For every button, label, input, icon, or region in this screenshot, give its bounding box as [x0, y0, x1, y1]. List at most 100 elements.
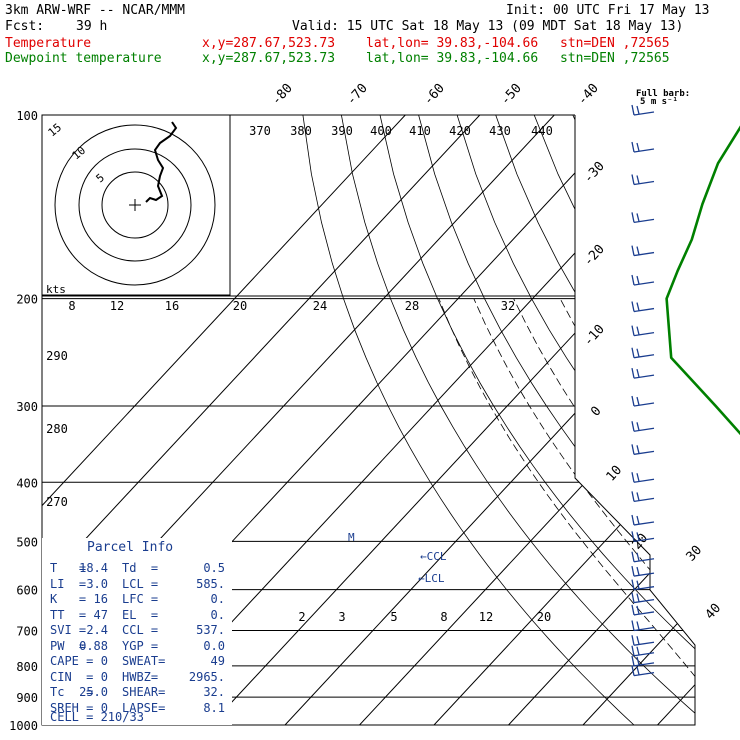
wind-barb-staff: [633, 662, 655, 667]
speed-scale-label: 8: [68, 299, 75, 313]
dewpoint-legend-xy: x,y=287.67,523.73: [202, 51, 336, 66]
isotherm-label: -60: [421, 81, 448, 108]
wind-barb: [631, 347, 655, 359]
wind-barb: [631, 579, 655, 591]
mixing-ratio-label: 3: [338, 610, 345, 624]
wind-barb-flag: [636, 492, 640, 501]
wind-barb-staff: [633, 598, 655, 604]
fcst-label: Fcst:: [5, 19, 45, 34]
wind-barb-staff: [633, 180, 655, 186]
hodograph: 5 10 15 kts: [41, 114, 231, 296]
isotherm-line: [582, 115, 695, 725]
wind-barb-staff: [633, 641, 655, 646]
parcel-key: SREH =: [50, 700, 94, 715]
dewpoint-legend-stn: stn=DEN ,72565: [560, 51, 670, 66]
parcel-cell: CELL = 210/33: [50, 710, 144, 724]
wind-barb: [631, 212, 655, 224]
mixing-ratio-label: 8: [440, 610, 447, 624]
wind-barb-flag: [631, 645, 635, 656]
isotherm-label: -50: [498, 81, 525, 108]
wind-barb-flag: [636, 422, 640, 431]
ccl-label: ←CCL: [420, 550, 447, 563]
parcel-key: SHEAR=: [122, 685, 166, 699]
wind-barb-flag: [631, 245, 635, 256]
m-marker: M: [348, 531, 355, 544]
hodograph-ring-5: [101, 171, 169, 239]
wind-barb-flag: [631, 551, 635, 562]
mixing-ratio-label: 20: [537, 610, 551, 624]
isotherm-label: 30: [684, 543, 706, 565]
wind-barb: [631, 395, 655, 407]
speed-scale-label: 24: [313, 299, 327, 313]
wind-barb-staff: [633, 332, 655, 337]
parcel-value: 0: [100, 654, 108, 668]
wind-barb-flag: [636, 445, 640, 454]
wind-barb-flag: [636, 473, 640, 482]
mixing-ratio-label: 2: [298, 610, 305, 624]
wind-barb: [631, 444, 655, 455]
wind-barb-flag: [636, 605, 640, 615]
parcel-value: 18.4: [79, 561, 108, 575]
wind-barb: [631, 551, 655, 563]
wind-barb-staff: [633, 354, 655, 359]
wind-barb-flag: [636, 246, 640, 255]
parcel-key: CAPE =: [50, 654, 94, 668]
theta-label: 380: [290, 124, 312, 138]
wind-barb-flag: [631, 655, 635, 667]
wind-barb: [631, 531, 655, 543]
wind-barb-flag: [631, 514, 635, 526]
parcel-value: 0.5: [203, 561, 225, 575]
pressure-label: 400: [16, 476, 38, 490]
dry-adiabat: [341, 115, 695, 725]
hodograph-ring-10: [78, 148, 192, 262]
wind-barb: [631, 592, 655, 604]
parcel-value: 25.0: [79, 685, 108, 699]
parcel-key: T =: [50, 561, 87, 575]
isotherm-label: -20: [581, 242, 608, 269]
wind-barb-staff: [633, 521, 655, 526]
lcl-label: ←LCL: [418, 572, 445, 585]
diagram-boundary: [41, 115, 696, 726]
pressure-label: 900: [16, 691, 38, 705]
wind-barb-flag: [636, 636, 640, 645]
wind-barb-staff: [633, 652, 655, 657]
wind-barb-flag: [631, 491, 635, 502]
temperature-legend-name: Temperature: [5, 36, 92, 51]
wind-barb-staff: [633, 586, 655, 591]
parcel-key: HWBZ=: [122, 669, 159, 684]
theta-label: 410: [409, 124, 431, 138]
theta-label: 400: [370, 124, 392, 138]
isotherm-label: -80: [269, 81, 296, 108]
init-time: Init: 00 UTC Fri 17 May 13: [506, 3, 710, 18]
wind-barb-flag: [636, 532, 640, 541]
theta-label: 420: [449, 124, 471, 138]
wind-barb-flag: [631, 141, 635, 153]
parcel-value: 0.: [210, 592, 225, 606]
wind-barb: [631, 174, 655, 186]
parcel-key: SVI =: [50, 623, 87, 637]
isotherm-line: [284, 115, 695, 725]
mixing-ratio-line: [735, 585, 740, 738]
isotherm-line: [210, 115, 695, 725]
hodograph-trace: [145, 121, 178, 203]
wind-barb-staff: [633, 427, 655, 432]
parcel-key: PW =: [50, 638, 87, 653]
parcel-key: LAPSE=: [122, 700, 166, 715]
wind-barb: [631, 141, 655, 153]
theta-label: 430: [489, 124, 511, 138]
wind-barb-staff: [633, 218, 655, 224]
wind-barb: [631, 472, 655, 483]
isotherm-line: [508, 115, 695, 725]
dry-adiabat: [456, 115, 695, 725]
parcel-value: 0.0: [203, 638, 225, 653]
wind-barb-staff: [633, 251, 655, 257]
parcel-markers: ←CCL ←LCL M Full barb: 5 m s⁻¹: [348, 89, 690, 585]
isotherm-line: [42, 115, 481, 725]
valid-time: Valid: 15 UTC Sat 18 May 13 (09 MDT Sat …: [292, 19, 684, 34]
wind-barb-flag: [631, 395, 635, 407]
isotherm-label: 10: [604, 463, 626, 485]
wind-barb-flag: [631, 565, 635, 577]
parcel-key: TT =: [50, 607, 87, 622]
